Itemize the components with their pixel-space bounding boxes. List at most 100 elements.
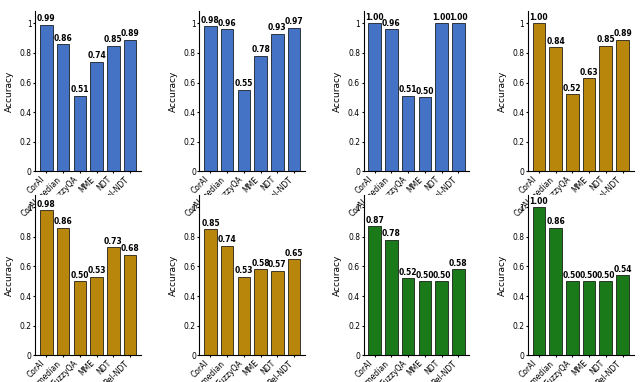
Bar — [435, 23, 448, 172]
Text: 0.89: 0.89 — [613, 29, 632, 38]
Text: 0.97: 0.97 — [285, 17, 303, 26]
Text: 0.87: 0.87 — [365, 216, 384, 225]
Text: 0.50: 0.50 — [70, 271, 89, 280]
Text: 0.52: 0.52 — [563, 84, 582, 93]
Y-axis label: Accuracy: Accuracy — [169, 255, 178, 296]
Bar — [549, 228, 562, 355]
Bar — [74, 96, 86, 172]
Bar — [616, 275, 628, 355]
Text: 0.52: 0.52 — [399, 268, 417, 277]
Bar — [566, 281, 579, 355]
Text: 0.93: 0.93 — [268, 23, 287, 32]
Bar — [452, 23, 465, 172]
Text: 0.73: 0.73 — [104, 237, 123, 246]
Text: 0.84: 0.84 — [546, 37, 565, 45]
X-axis label: stairs: stairs — [238, 221, 267, 231]
Bar — [288, 259, 300, 355]
Text: 0.99: 0.99 — [37, 14, 56, 23]
Text: 0.96: 0.96 — [218, 19, 237, 28]
Text: 0.50: 0.50 — [596, 271, 615, 280]
Bar — [419, 281, 431, 355]
Text: 0.50: 0.50 — [580, 271, 598, 280]
Text: 0.50: 0.50 — [563, 271, 582, 280]
Text: 0.50: 0.50 — [415, 87, 434, 96]
Text: 0.51: 0.51 — [70, 85, 89, 94]
Bar — [40, 25, 52, 172]
Text: 0.65: 0.65 — [285, 249, 303, 257]
Bar — [402, 278, 414, 355]
Bar — [204, 230, 217, 355]
Text: 1.00: 1.00 — [432, 13, 451, 22]
Bar — [221, 29, 234, 172]
Bar — [566, 94, 579, 172]
Bar — [90, 277, 103, 355]
Bar — [385, 240, 397, 355]
Bar — [385, 29, 397, 172]
Bar — [600, 281, 612, 355]
Bar — [271, 34, 284, 172]
Bar — [107, 247, 120, 355]
Text: 0.55: 0.55 — [235, 79, 253, 89]
Text: 0.68: 0.68 — [121, 244, 140, 253]
Y-axis label: Accuracy: Accuracy — [5, 71, 14, 112]
Bar — [616, 40, 628, 172]
Y-axis label: Accuracy: Accuracy — [5, 255, 14, 296]
Text: 1.00: 1.00 — [529, 13, 548, 22]
Text: 0.58: 0.58 — [449, 259, 468, 268]
Bar — [435, 281, 448, 355]
Bar — [204, 26, 217, 172]
Bar — [600, 45, 612, 172]
Bar — [237, 90, 250, 172]
Text: 0.51: 0.51 — [399, 85, 417, 94]
Bar — [90, 62, 103, 172]
Bar — [452, 269, 465, 355]
Bar — [237, 277, 250, 355]
Bar — [419, 97, 431, 172]
Y-axis label: Accuracy: Accuracy — [497, 71, 506, 112]
Bar — [255, 56, 267, 172]
Text: 0.85: 0.85 — [596, 35, 615, 44]
Text: 1.00: 1.00 — [365, 13, 384, 22]
Text: 0.74: 0.74 — [87, 51, 106, 60]
Bar — [532, 23, 545, 172]
Text: 0.98: 0.98 — [37, 200, 56, 209]
Bar — [124, 40, 136, 172]
Bar — [124, 254, 136, 355]
X-axis label: ETH Hauptgebaude: ETH Hauptgebaude — [366, 221, 467, 231]
Bar — [57, 44, 69, 172]
Bar — [255, 269, 267, 355]
Text: 0.53: 0.53 — [87, 266, 106, 275]
Bar — [40, 210, 52, 355]
Text: 0.86: 0.86 — [54, 217, 72, 227]
Bar — [288, 28, 300, 172]
Y-axis label: Accuracy: Accuracy — [497, 255, 506, 296]
Y-axis label: Accuracy: Accuracy — [333, 71, 342, 112]
Bar — [74, 281, 86, 355]
Text: 0.74: 0.74 — [218, 235, 237, 244]
Bar — [532, 207, 545, 355]
Text: 0.57: 0.57 — [268, 261, 287, 269]
Text: 0.63: 0.63 — [580, 68, 598, 77]
Bar — [271, 271, 284, 355]
Bar — [583, 281, 595, 355]
Bar — [583, 78, 595, 172]
Text: 0.85: 0.85 — [104, 35, 123, 44]
Bar — [549, 47, 562, 172]
Text: 0.89: 0.89 — [121, 29, 140, 38]
Bar — [57, 228, 69, 355]
Text: 0.96: 0.96 — [382, 19, 401, 28]
Text: 1.00: 1.00 — [449, 13, 468, 22]
Bar — [369, 227, 381, 355]
Text: 0.53: 0.53 — [235, 266, 253, 275]
Text: 0.58: 0.58 — [252, 259, 270, 268]
X-axis label: Apartment: Apartment — [60, 221, 116, 231]
Bar — [107, 45, 120, 172]
Text: 0.54: 0.54 — [613, 265, 632, 274]
Y-axis label: Accuracy: Accuracy — [169, 71, 178, 112]
Text: 0.86: 0.86 — [546, 217, 565, 227]
Text: 0.50: 0.50 — [433, 271, 451, 280]
Text: 0.78: 0.78 — [382, 229, 401, 238]
Bar — [369, 23, 381, 172]
Text: 0.86: 0.86 — [54, 34, 72, 42]
Bar — [402, 96, 414, 172]
